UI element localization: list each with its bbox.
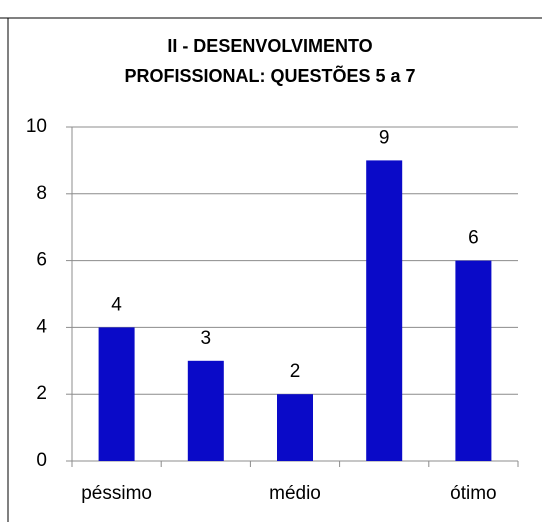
data-label: 6 — [468, 228, 479, 249]
y-tick-label: 4 — [36, 316, 47, 337]
x-tick-label: ótimo — [450, 483, 496, 504]
bar — [277, 394, 313, 461]
y-tick-label: 2 — [36, 383, 47, 404]
y-tick-label: 6 — [36, 250, 47, 271]
x-tick-label: médio — [269, 483, 321, 504]
chart-title: II - DESENVOLVIMENTO — [167, 36, 372, 56]
bar — [187, 360, 224, 461]
bar — [98, 327, 135, 461]
y-tick-label: 8 — [36, 183, 47, 204]
bar — [366, 160, 403, 461]
data-label: 3 — [201, 328, 212, 349]
chart-title: PROFISSIONAL: QUESTÕES 5 a 7 — [124, 65, 415, 86]
y-tick-label: 0 — [36, 450, 47, 471]
data-label: 9 — [379, 127, 390, 148]
x-tick-label: péssimo — [81, 483, 152, 504]
data-label: 4 — [111, 294, 122, 315]
data-label: 2 — [290, 361, 301, 382]
y-tick-label: 10 — [26, 116, 47, 137]
bar — [455, 260, 492, 461]
